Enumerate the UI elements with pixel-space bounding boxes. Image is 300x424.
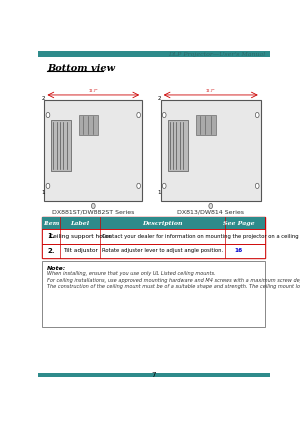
Text: When installing, ensure that you use only UL Listed ceiling mounts.
For ceiling : When installing, ensure that you use onl… — [47, 271, 300, 290]
Bar — [52, 120, 71, 171]
Text: Tilt adjustor: Tilt adjustor — [63, 248, 98, 254]
Bar — [38, 51, 270, 57]
Bar — [38, 374, 270, 377]
Text: 12.7": 12.7" — [206, 89, 215, 93]
Circle shape — [209, 204, 213, 209]
FancyBboxPatch shape — [44, 100, 142, 201]
Text: Label: Label — [70, 220, 90, 226]
Circle shape — [255, 183, 259, 189]
Circle shape — [46, 112, 50, 117]
Text: 12.7": 12.7" — [88, 89, 98, 93]
Text: DLP Projector—User's Manual: DLP Projector—User's Manual — [168, 52, 266, 57]
Text: 2.: 2. — [47, 248, 55, 254]
Text: Bottom view: Bottom view — [47, 64, 115, 73]
Text: 1: 1 — [158, 190, 161, 195]
Text: 2: 2 — [158, 96, 161, 101]
Text: Rotate adjuster lever to adjust angle position.: Rotate adjuster lever to adjust angle po… — [102, 248, 224, 254]
Text: 2: 2 — [42, 96, 45, 101]
Bar — [168, 120, 188, 171]
Bar — [196, 115, 216, 135]
Text: Contact your dealer for information on mounting the projector on a ceiling: Contact your dealer for information on m… — [102, 234, 299, 239]
Text: DX813/DW814 Series: DX813/DW814 Series — [177, 209, 244, 214]
Text: DX881ST/DW882ST Series: DX881ST/DW882ST Series — [52, 209, 134, 214]
Bar — [42, 262, 265, 327]
Text: 1.: 1. — [47, 233, 55, 239]
Bar — [42, 243, 265, 258]
Text: Note:: Note: — [47, 266, 66, 271]
Text: 7: 7 — [152, 372, 156, 378]
FancyBboxPatch shape — [161, 100, 261, 201]
Bar — [42, 218, 265, 258]
Text: See Page: See Page — [223, 220, 254, 226]
Text: Item: Item — [43, 220, 59, 226]
Circle shape — [162, 112, 166, 117]
Text: Ceiling support holes: Ceiling support holes — [49, 234, 111, 239]
Circle shape — [92, 204, 95, 209]
Bar — [42, 218, 265, 229]
Bar — [42, 229, 265, 243]
Circle shape — [137, 183, 140, 189]
Bar — [79, 115, 98, 135]
Circle shape — [137, 112, 140, 117]
Text: 16: 16 — [234, 248, 243, 254]
Circle shape — [46, 183, 50, 189]
Text: Description: Description — [142, 220, 183, 226]
Circle shape — [162, 183, 166, 189]
Circle shape — [255, 112, 259, 117]
Text: 1: 1 — [42, 190, 45, 195]
